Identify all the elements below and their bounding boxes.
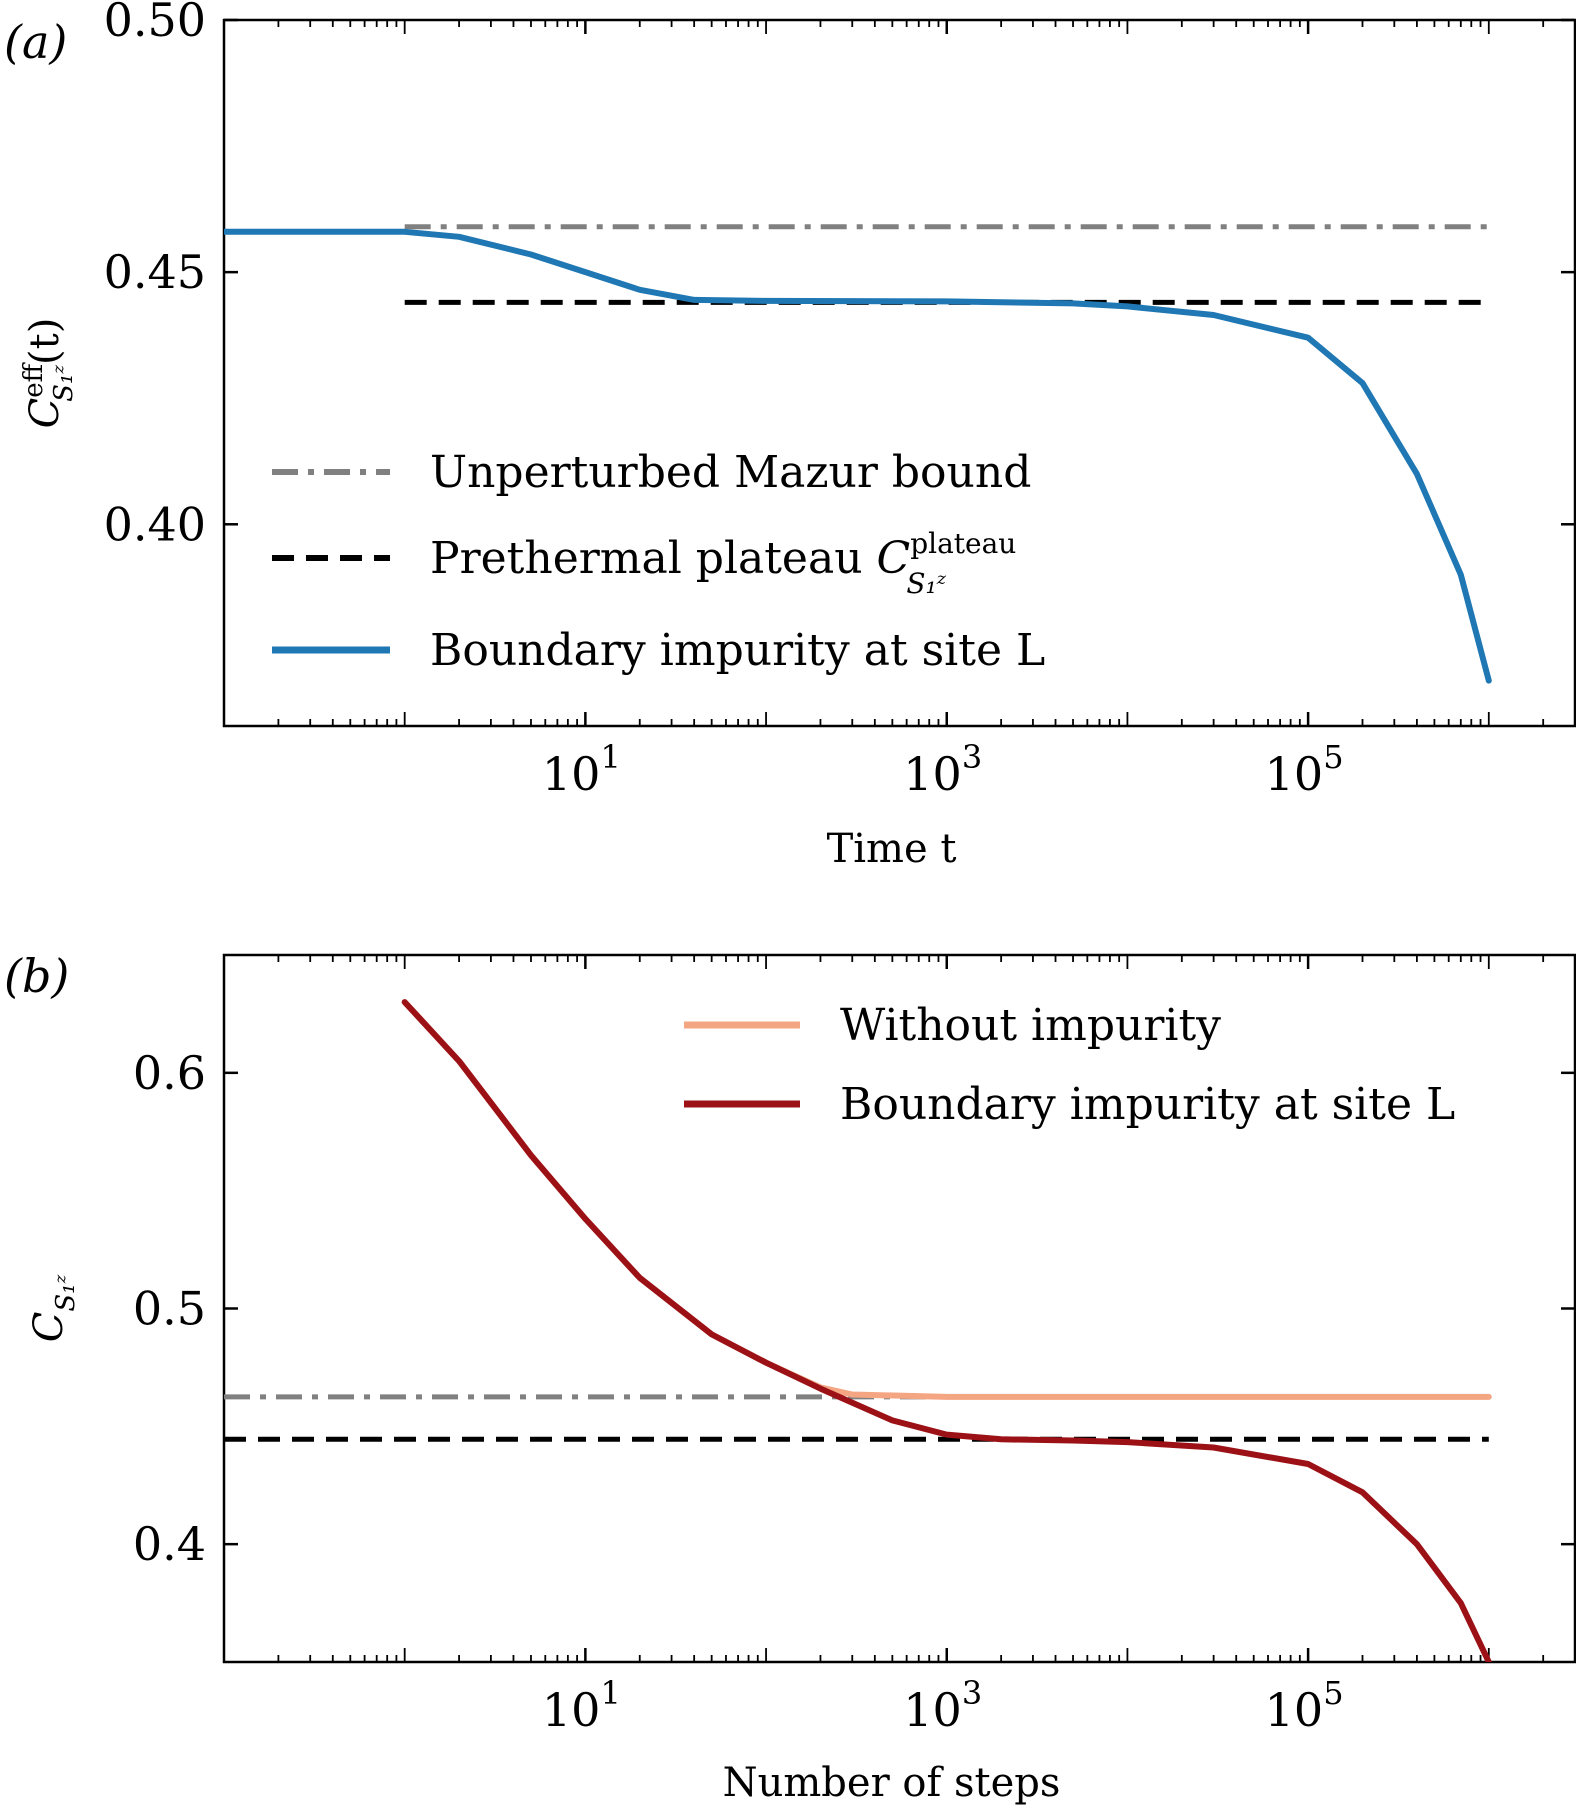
y-tick-label-b: 0.4: [133, 1517, 206, 1571]
x-tick-base: 10: [542, 747, 601, 801]
legend-label-b-2: Without impurity: [840, 1000, 1221, 1051]
x-axis-label-a: Time t: [827, 826, 957, 872]
legend-label-b-3: Boundary impurity at site L: [840, 1079, 1455, 1130]
x-tick-exponent: 1: [600, 1674, 620, 1712]
panel-label-a: (a): [4, 15, 67, 69]
x-tick-exponent: 1: [600, 738, 620, 776]
y-tick-label-a: 0.45: [104, 245, 206, 299]
x-tick-label-b: 101: [542, 1674, 621, 1737]
y-axis-label-a: CeffS₁ᶻ(t): [19, 318, 79, 429]
y-label-subscript: S₁ᶻ: [49, 365, 79, 402]
x-tick-base: 10: [1265, 1683, 1324, 1737]
series-line-a-2: [224, 228, 1492, 684]
x-tick-base: 10: [1265, 747, 1324, 801]
legend-label-a-0: Unperturbed Mazur bound: [430, 447, 1031, 498]
y-axis-label-b: CS₁ᶻ: [26, 1274, 81, 1342]
axes-frame-a: [222, 18, 1576, 728]
x-axis-label-b: Number of steps: [723, 1760, 1061, 1806]
x-tick-label-b: 105: [1265, 1674, 1344, 1737]
axes-frame-b: [222, 953, 1576, 1664]
y-label-symbol: C: [26, 1312, 72, 1343]
y-label-subscript: S₁ᶻ: [51, 1274, 81, 1311]
legend-label-text: Boundary impurity at site L: [840, 1079, 1455, 1130]
y-tick-label-b: 0.6: [133, 1046, 206, 1100]
legend-label-a-1: Prethermal plateau Cplateau S₁ᶻ: [430, 527, 1016, 600]
legend-label-text: Without impurity: [840, 1000, 1221, 1051]
x-tick-label-a: 101: [542, 738, 621, 801]
x-tick-label-a: 105: [1265, 738, 1344, 801]
x-tick-label-a: 103: [903, 738, 982, 801]
x-tick-exponent: 3: [962, 1674, 982, 1712]
legend-superscript: plateau: [910, 527, 1016, 560]
series-line-b-3: [401, 999, 1492, 1662]
y-label-superscript: eff: [19, 361, 49, 397]
legend-label-text: Unperturbed Mazur bound: [430, 447, 1031, 498]
y-tick-label-a: 0.50: [104, 0, 206, 47]
x-tick-exponent: 3: [962, 738, 982, 776]
legend-subscript: S₁ᶻ: [906, 567, 946, 600]
y-tick-label-a: 0.40: [104, 497, 206, 551]
legend-label-text: Prethermal plateau: [430, 533, 863, 584]
x-tick-base: 10: [903, 747, 962, 801]
legend-label-text: Boundary impurity at site L: [430, 625, 1045, 676]
y-label-tail: (t): [22, 318, 68, 365]
legend-label-a-2: Boundary impurity at site L: [430, 625, 1045, 676]
y-label-symbol: C: [22, 398, 68, 429]
legend-symbol: C: [863, 533, 911, 584]
x-tick-label-b: 103: [903, 1674, 982, 1737]
x-tick-base: 10: [542, 1683, 601, 1737]
y-tick-label-b: 0.5: [133, 1282, 206, 1336]
panel-label-b: (b): [4, 949, 69, 1003]
x-tick-exponent: 5: [1323, 738, 1343, 776]
x-tick-base: 10: [903, 1683, 962, 1737]
x-tick-exponent: 5: [1323, 1674, 1343, 1712]
